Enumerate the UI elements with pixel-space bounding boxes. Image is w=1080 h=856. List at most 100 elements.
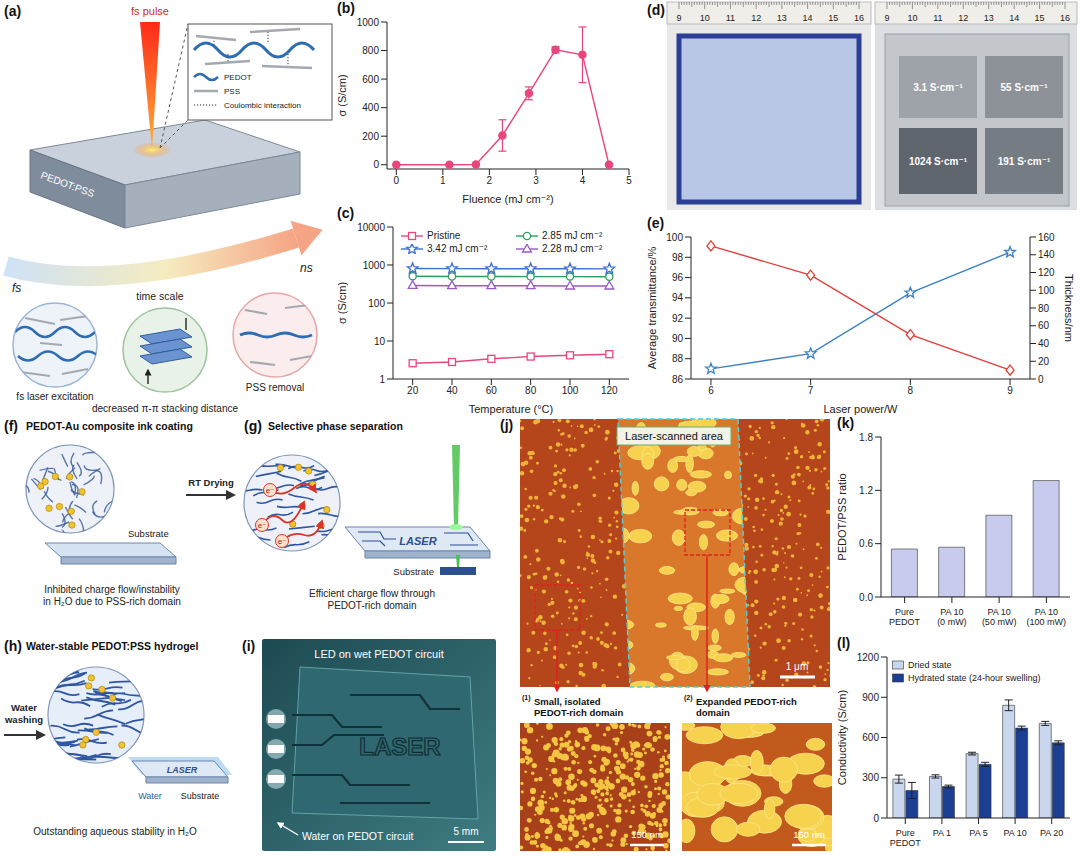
svg-text:PA 10(0 mW): PA 10(0 mW): [937, 607, 967, 627]
svg-text:time scale: time scale: [136, 290, 183, 302]
svg-text:160: 160: [1038, 232, 1055, 243]
svg-text:Fluence (mJ cm⁻²): Fluence (mJ cm⁻²): [462, 193, 553, 205]
svg-text:PEDOT-Au composite ink coating: PEDOT-Au composite ink coating: [26, 420, 193, 432]
svg-text:PEDOT-rich domain: PEDOT-rich domain: [534, 707, 623, 718]
svg-text:LASER: LASER: [359, 733, 440, 760]
svg-text:12: 12: [751, 13, 761, 23]
svg-text:σ (S/cm): σ (S/cm): [336, 74, 348, 116]
svg-text:1000: 1000: [363, 260, 386, 271]
svg-text:Substrate: Substrate: [181, 791, 220, 801]
svg-text:400: 400: [362, 102, 379, 113]
svg-text:10: 10: [700, 13, 710, 23]
svg-text:Selective phase separation: Selective phase separation: [268, 420, 403, 432]
svg-text:σ (S/cm): σ (S/cm): [336, 282, 348, 324]
svg-text:Efficient charge flow through: Efficient charge flow through: [309, 588, 435, 599]
svg-text:PA 20: PA 20: [1040, 828, 1063, 838]
svg-text:PEDOT:PSS: PEDOT:PSS: [39, 170, 96, 200]
svg-text:6: 6: [708, 385, 714, 396]
svg-text:(g): (g): [244, 418, 262, 434]
svg-text:100: 100: [666, 232, 683, 243]
svg-text:Water: Water: [11, 702, 37, 713]
svg-text:1024 S·cm⁻¹: 1024 S·cm⁻¹: [909, 156, 968, 167]
svg-text:16: 16: [854, 13, 864, 23]
svg-text:600: 600: [362, 74, 379, 85]
svg-text:Water on PEDOT circuit: Water on PEDOT circuit: [302, 830, 414, 842]
svg-text:Average transmittance/%: Average transmittance/%: [646, 246, 658, 369]
svg-text:(h): (h): [4, 638, 22, 654]
svg-text:Expanded PEDOT-rich: Expanded PEDOT-rich: [696, 696, 797, 707]
svg-text:12: 12: [958, 13, 968, 23]
svg-text:10: 10: [374, 336, 386, 347]
svg-text:fs laser excitation: fs laser excitation: [16, 391, 93, 402]
svg-text:800: 800: [362, 45, 379, 56]
svg-text:94: 94: [672, 292, 684, 303]
svg-text:ns: ns: [300, 261, 313, 275]
svg-text:0: 0: [1038, 374, 1044, 385]
svg-text:98: 98: [672, 252, 684, 263]
svg-text:PA 10(100 mW): PA 10(100 mW): [1027, 607, 1067, 627]
svg-text:15: 15: [828, 13, 838, 23]
svg-text:300: 300: [862, 772, 879, 783]
svg-text:3: 3: [533, 175, 539, 186]
svg-text:0.0: 0.0: [859, 592, 873, 603]
svg-text:20: 20: [407, 385, 419, 396]
svg-text:0: 0: [373, 159, 379, 170]
svg-text:200: 200: [362, 131, 379, 142]
svg-text:13: 13: [777, 13, 787, 23]
svg-text:100: 100: [562, 385, 579, 396]
svg-text:150 nm: 150 nm: [631, 829, 663, 840]
svg-text:1 μm: 1 μm: [786, 661, 808, 672]
svg-text:16: 16: [1060, 13, 1070, 23]
svg-text:fs pulse: fs pulse: [131, 5, 169, 17]
svg-text:(a): (a): [4, 3, 21, 19]
svg-text:86: 86: [672, 374, 684, 385]
svg-text:(i): (i): [242, 638, 255, 654]
svg-text:15: 15: [1035, 13, 1045, 23]
svg-text:90: 90: [672, 333, 684, 344]
svg-text:1: 1: [440, 175, 446, 186]
svg-text:10: 10: [907, 13, 917, 23]
svg-text:88: 88: [672, 353, 684, 364]
svg-text:Inhibited charge flow/instabil: Inhibited charge flow/instability: [44, 584, 180, 595]
svg-text:60: 60: [1038, 320, 1050, 331]
svg-text:10000: 10000: [357, 222, 385, 233]
svg-text:LASER: LASER: [167, 765, 198, 775]
svg-text:140: 140: [1038, 249, 1055, 260]
svg-text:PEDOT-rich domain: PEDOT-rich domain: [328, 600, 417, 611]
svg-text:0: 0: [873, 813, 879, 824]
svg-text:0: 0: [394, 175, 400, 186]
svg-text:92: 92: [672, 313, 684, 324]
svg-text:96: 96: [672, 272, 684, 283]
svg-text:PurePEDOT: PurePEDOT: [889, 607, 921, 627]
svg-text:domain: domain: [696, 707, 730, 718]
svg-text:40: 40: [1038, 338, 1050, 349]
svg-text:100: 100: [368, 298, 385, 309]
svg-text:Coulombic interaction: Coulombic interaction: [224, 101, 301, 110]
svg-text:150 nm: 150 nm: [793, 829, 825, 840]
svg-text:PA 10(50 mW): PA 10(50 mW): [982, 607, 1017, 627]
svg-text:Water-stable PEDOT:PSS hydroge: Water-stable PEDOT:PSS hydrogel: [26, 640, 198, 652]
svg-text:9: 9: [676, 13, 681, 23]
svg-text:1000: 1000: [357, 17, 380, 28]
svg-text:LED on wet PEDOT circuit: LED on wet PEDOT circuit: [314, 648, 443, 660]
svg-text:14: 14: [1009, 13, 1019, 23]
svg-text:1: 1: [379, 374, 385, 385]
svg-text:decreased π-π stacking distanc: decreased π-π stacking distance: [92, 403, 239, 414]
svg-text:PSS removal: PSS removal: [246, 382, 304, 393]
svg-text:(1): (1): [522, 694, 531, 702]
svg-text:in H₂O due to PSS-rich domain: in H₂O due to PSS-rich domain: [43, 596, 181, 607]
svg-text:Thickness/nm: Thickness/nm: [1063, 274, 1075, 342]
svg-text:Laser-scanned area: Laser-scanned area: [625, 430, 724, 442]
svg-text:11: 11: [933, 13, 942, 23]
svg-text:191 S·cm⁻¹: 191 S·cm⁻¹: [998, 156, 1051, 167]
svg-text:(d): (d): [647, 2, 665, 18]
svg-text:e⁻: e⁻: [278, 537, 287, 546]
svg-text:900: 900: [862, 692, 879, 703]
svg-text:Laser power/W: Laser power/W: [824, 403, 899, 415]
svg-text:100: 100: [1038, 285, 1055, 296]
svg-text:0.6: 0.6: [859, 538, 873, 549]
svg-text:e⁻: e⁻: [258, 521, 267, 530]
svg-text:9: 9: [1007, 385, 1013, 396]
svg-text:40: 40: [446, 385, 458, 396]
svg-text:55 S·cm⁻¹: 55 S·cm⁻¹: [1001, 82, 1049, 93]
